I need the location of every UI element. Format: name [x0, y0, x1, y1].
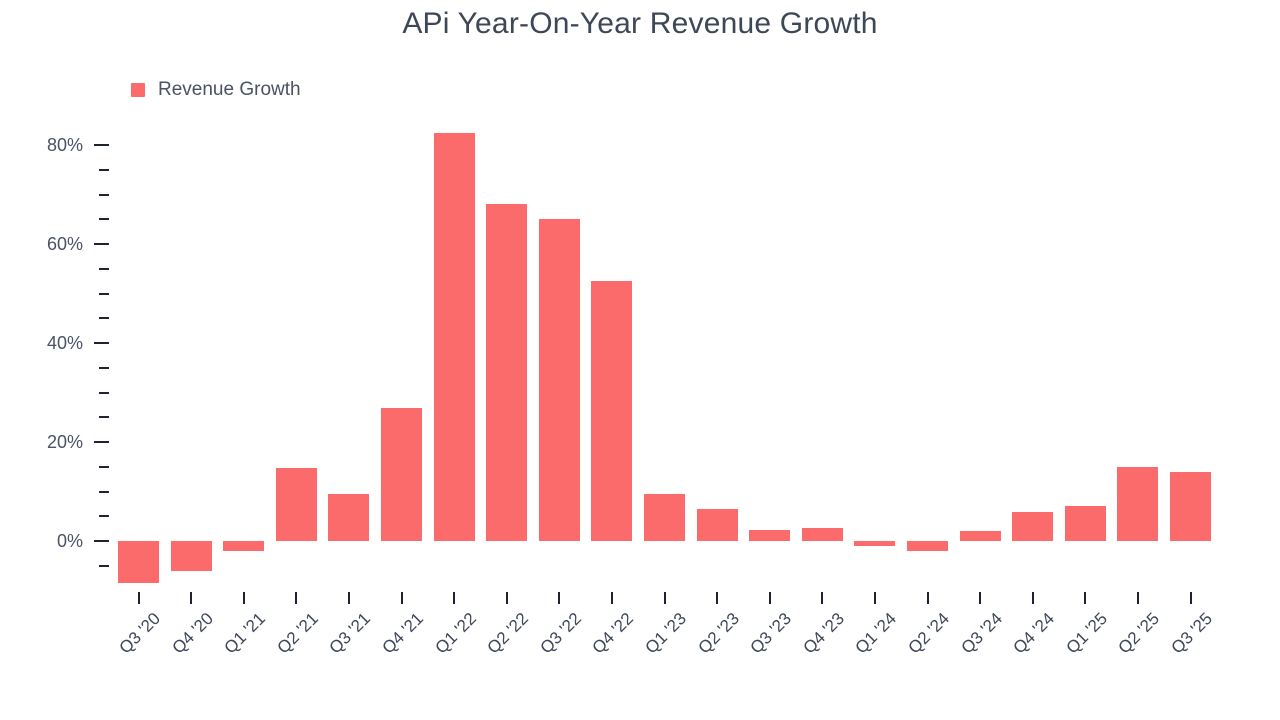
x-axis-tick — [610, 592, 613, 604]
x-axis-tick-label: Q1 '23 — [641, 609, 690, 658]
x-axis-tick-label: Q3 '20 — [115, 609, 164, 658]
x-axis-tick-label: Q1 '22 — [431, 609, 480, 658]
bar[interactable] — [433, 132, 475, 541]
bar[interactable] — [907, 541, 948, 551]
x-axis-tick — [716, 592, 719, 604]
x-axis-tick-label: Q3 '22 — [536, 609, 585, 658]
bar[interactable] — [749, 529, 791, 541]
bar[interactable] — [644, 493, 685, 541]
x-axis-tick — [1084, 592, 1087, 604]
x-axis-tick-label: Q4 '20 — [168, 609, 217, 658]
x-axis-tick — [1189, 592, 1192, 604]
x-axis-tick — [1031, 592, 1034, 604]
x-axis-tick-label: Q2 '23 — [694, 609, 743, 658]
legend-swatch-revenue-growth — [131, 83, 145, 97]
bar[interactable] — [1117, 466, 1159, 541]
y-axis-tick-minor — [99, 564, 109, 567]
y-axis-tick-minor — [99, 292, 109, 295]
x-axis-tick — [505, 592, 508, 604]
y-axis-tick-minor — [99, 416, 109, 419]
bar[interactable] — [591, 281, 633, 541]
x-axis-tick-label: Q4 '21 — [378, 609, 427, 658]
x-axis-tick-label: Q1 '24 — [851, 609, 901, 658]
x-axis-tick-label: Q2 '21 — [273, 609, 322, 658]
chart-title: APi Year-On-Year Revenue Growth — [402, 7, 878, 40]
legend-label-revenue-growth: Revenue Growth — [158, 79, 301, 100]
x-axis-tick — [1136, 592, 1139, 604]
x-axis-tick-label: Q2 '22 — [483, 609, 533, 658]
x-axis-tick — [873, 592, 876, 604]
x-axis-tick — [926, 592, 929, 604]
x-axis-tick-label: Q3 '23 — [746, 609, 796, 658]
y-axis-tick-minor — [99, 267, 109, 270]
x-axis-tick-label: Q3 '25 — [1167, 609, 1216, 658]
chart-legend: Revenue Growth — [131, 80, 301, 100]
bar[interactable] — [696, 508, 738, 541]
bar[interactable] — [854, 541, 896, 546]
bar[interactable] — [1064, 506, 1106, 541]
bar[interactable] — [275, 467, 317, 541]
y-axis-tick-label: 40% — [46, 333, 83, 353]
x-axis-tick — [558, 592, 561, 604]
x-axis-tick — [190, 592, 193, 604]
bar[interactable] — [381, 408, 422, 541]
bar[interactable] — [959, 531, 1001, 541]
y-axis-tick-major — [94, 441, 109, 443]
y-axis-tick-minor — [99, 515, 109, 518]
bar[interactable] — [170, 541, 212, 571]
x-axis-tick-label: Q4 '22 — [588, 609, 638, 658]
bar[interactable] — [118, 541, 159, 584]
y-axis-tick-major — [94, 540, 109, 542]
y-axis-tick-label: 0% — [56, 531, 83, 551]
y-axis-tick-minor — [99, 193, 109, 196]
y-axis-tick-major — [94, 243, 109, 245]
x-axis-tick-label: Q2 '25 — [1114, 609, 1164, 658]
y-axis-tick-major — [94, 342, 109, 344]
x-axis-tick-label: Q1 '25 — [1062, 609, 1111, 658]
bar[interactable] — [538, 219, 580, 541]
y-axis-tick-minor — [99, 317, 109, 320]
x-axis-tick — [663, 592, 666, 604]
bar[interactable] — [486, 204, 528, 541]
x-axis-tick — [347, 592, 350, 604]
x-axis-tick — [295, 592, 298, 604]
x-axis-tick — [453, 592, 456, 604]
x-axis-tick-label: Q3 '24 — [957, 609, 1006, 658]
bar[interactable] — [328, 493, 370, 541]
y-axis-tick-minor — [99, 490, 109, 493]
x-axis-tick-label: Q1 '21 — [220, 609, 270, 658]
x-axis-tick-label: Q4 '23 — [799, 609, 848, 658]
bar[interactable] — [1170, 471, 1211, 541]
x-axis-tick — [979, 592, 982, 604]
x-axis-tick — [137, 592, 140, 604]
x-axis-tick — [768, 592, 771, 604]
x-axis-tick — [400, 592, 403, 604]
x-axis-tick — [242, 592, 245, 604]
y-axis-tick-minor — [99, 391, 109, 394]
y-axis-tick-major — [94, 144, 109, 146]
y-axis-tick-minor — [99, 168, 109, 171]
y-axis-tick-minor — [99, 218, 109, 221]
x-axis-tick-label: Q2 '24 — [904, 609, 953, 658]
x-axis-tick — [821, 592, 824, 604]
bar[interactable] — [1012, 512, 1054, 541]
y-axis-tick-minor — [99, 465, 109, 468]
y-axis-tick-label: 80% — [46, 135, 83, 155]
bar[interactable] — [223, 541, 265, 551]
bar[interactable] — [801, 527, 843, 541]
x-axis-tick-label: Q3 '21 — [325, 609, 375, 658]
y-axis-tick-minor — [99, 366, 109, 369]
y-axis-tick-label: 20% — [46, 432, 83, 452]
y-axis-tick-label: 60% — [46, 234, 83, 254]
x-axis-tick-label: Q4 '24 — [1009, 609, 1059, 658]
